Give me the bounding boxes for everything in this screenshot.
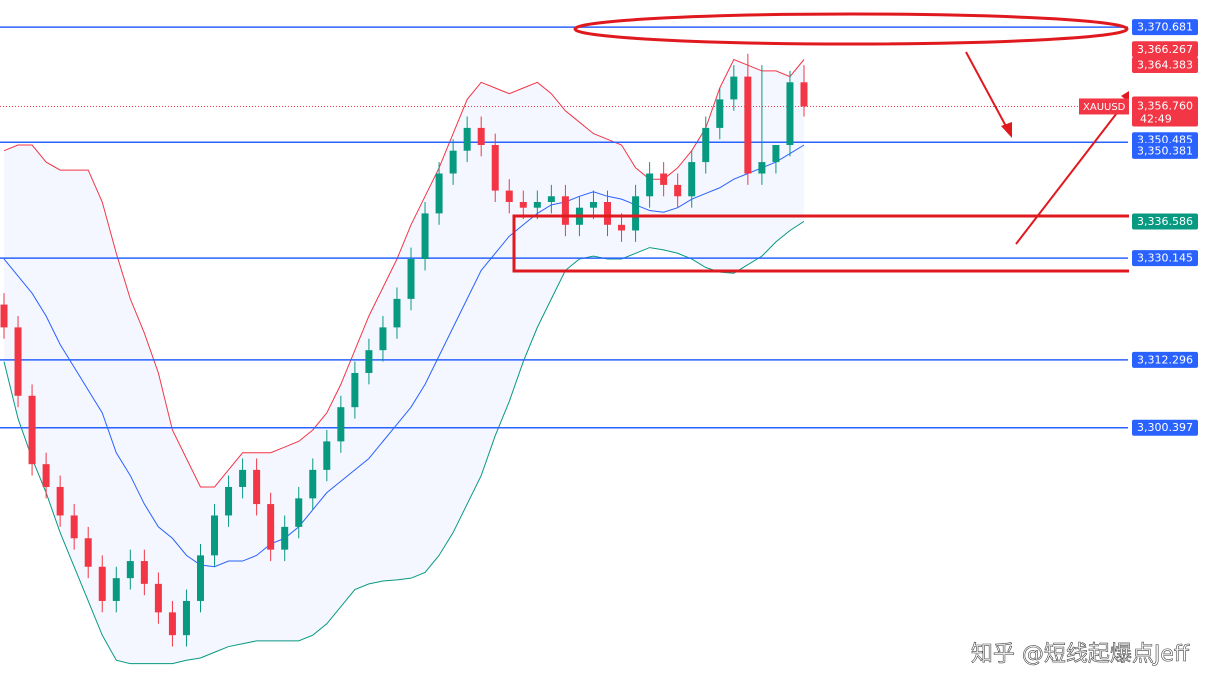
candle-body <box>646 173 654 197</box>
candle-body <box>267 504 275 550</box>
candle-body <box>196 555 204 601</box>
candle-body <box>772 144 780 163</box>
price-label: 3,350.381 <box>1137 144 1193 157</box>
candle-body <box>449 150 457 174</box>
price-lines <box>0 26 1128 429</box>
candle-body <box>407 258 415 299</box>
candle-body <box>351 372 359 408</box>
candle-body <box>505 190 513 202</box>
candle-body <box>42 464 50 487</box>
last-price-label: 3,356.760 <box>1137 99 1193 112</box>
candle-body <box>154 583 162 613</box>
candle-body <box>604 201 612 225</box>
price-label-box <box>1132 213 1198 230</box>
candle-body <box>589 201 597 208</box>
candle-body <box>660 173 668 185</box>
candle-body <box>618 224 626 231</box>
candle-body <box>688 162 696 197</box>
price-label-box <box>1132 250 1198 267</box>
price-label-box <box>1132 419 1198 436</box>
candle-body <box>126 561 134 579</box>
candle-body <box>519 201 527 208</box>
candle-body <box>337 407 345 442</box>
candle-body <box>365 350 373 373</box>
band-line <box>3 58 805 488</box>
candle-body <box>379 327 387 351</box>
candle-body <box>561 196 569 225</box>
candle-body <box>491 144 499 191</box>
candle-body <box>0 304 8 328</box>
candle-body <box>463 127 471 151</box>
candle-body <box>477 127 485 145</box>
annotation-arrow <box>965 51 1009 131</box>
candle-body <box>239 469 247 487</box>
band-fill <box>4 59 804 664</box>
candle-body <box>28 395 36 465</box>
price-label-box <box>1132 19 1198 36</box>
candle-body <box>744 76 752 174</box>
price-label: 3,370.681 <box>1137 21 1193 34</box>
candle-body <box>281 526 289 550</box>
band-line <box>3 144 805 568</box>
candle-body <box>14 327 22 396</box>
candle-body <box>323 441 331 470</box>
candle-body <box>168 612 176 636</box>
symbol-label: XAUUSD <box>1083 102 1126 113</box>
price-label: 3,300.397 <box>1137 421 1193 434</box>
price-label: 3,330.145 <box>1137 252 1193 265</box>
candle-body <box>84 538 92 567</box>
candle-body <box>98 566 106 601</box>
price-label: 3,336.586 <box>1137 215 1193 228</box>
candle-body <box>632 196 640 231</box>
candle-body <box>112 578 120 601</box>
annotation-ellipse <box>573 12 1129 46</box>
candle-body <box>435 173 443 214</box>
candle-body <box>393 298 401 328</box>
price-label-box <box>1132 57 1198 74</box>
candle-body <box>758 162 766 174</box>
candle-body <box>800 82 808 107</box>
candle-body <box>225 486 233 516</box>
band-line <box>3 220 805 665</box>
countdown: 42:49 <box>1140 112 1172 125</box>
candle-body <box>674 184 682 197</box>
bollinger-bands <box>3 58 805 665</box>
watermark: 知乎 @短线起爆点Jeff <box>971 642 1190 667</box>
arrow-head <box>1001 122 1012 138</box>
candle-body <box>70 515 78 539</box>
symbol-box <box>1079 98 1129 115</box>
candle-body <box>182 600 190 636</box>
price-label-box <box>1132 142 1198 159</box>
price-label-box <box>1132 41 1198 58</box>
candle-body <box>253 469 261 505</box>
candle-body <box>295 498 303 527</box>
candle-body <box>730 76 738 100</box>
candle-body <box>547 196 555 202</box>
price-label: 3,312.296 <box>1137 353 1193 366</box>
annotation-arrow <box>1015 95 1131 245</box>
candle-body <box>533 201 541 208</box>
last-price-box <box>1132 96 1198 127</box>
candle-body <box>786 82 794 145</box>
candle-body <box>702 127 710 163</box>
candle-body <box>716 99 724 128</box>
price-axis: 3,370.6813,366.2673,364.3833,350.4853,35… <box>1079 0 1206 695</box>
candles <box>0 53 808 647</box>
price-label: 3,364.383 <box>1137 59 1193 72</box>
candle-body <box>140 561 148 584</box>
price-label-box <box>1132 351 1198 368</box>
price-label: 3,366.267 <box>1137 43 1193 56</box>
candle-body <box>421 213 429 259</box>
candle-body <box>56 486 64 516</box>
candle-body <box>211 515 219 556</box>
candle-body <box>309 469 317 499</box>
